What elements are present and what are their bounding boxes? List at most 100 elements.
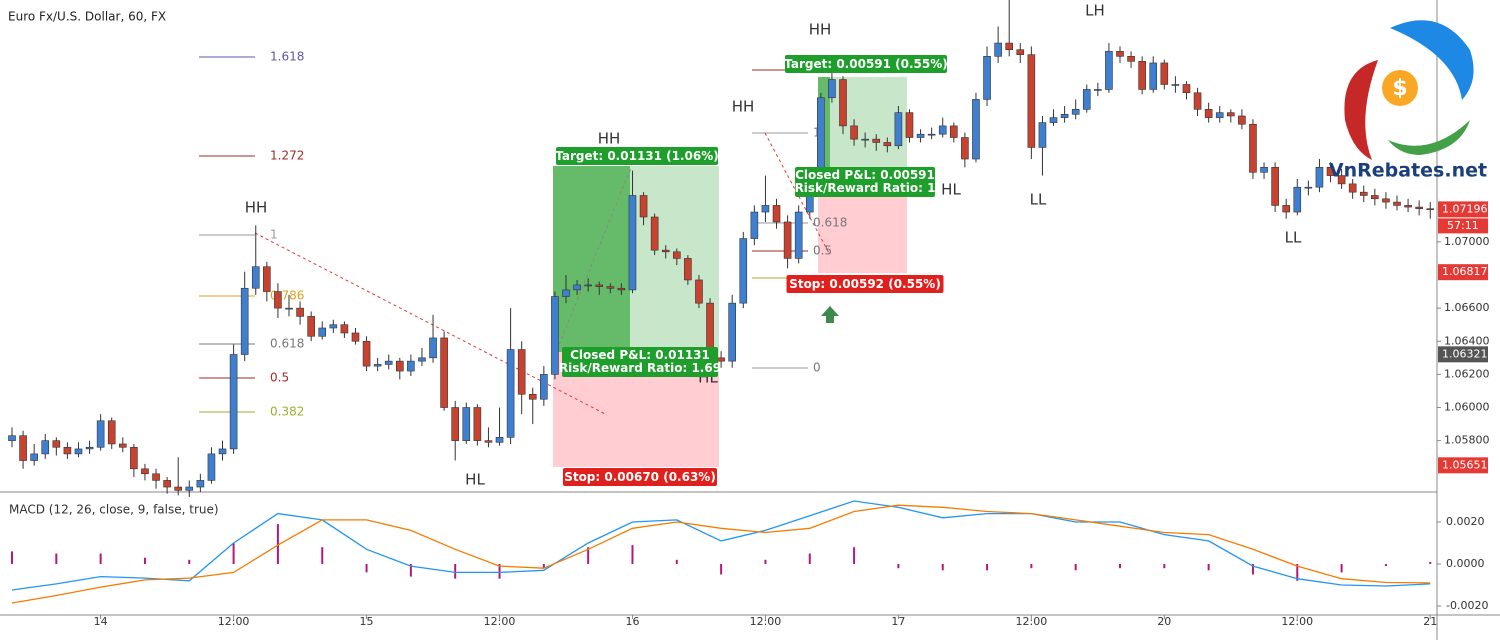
closed-pnl: Closed P&L: 0.01131 [570, 348, 710, 362]
candle-body [606, 286, 615, 289]
candle-body [661, 249, 670, 253]
candle-body [1105, 51, 1113, 90]
stop-label-box [563, 468, 717, 486]
countdown: 57:11 [1447, 219, 1479, 232]
candle-body [584, 284, 592, 287]
candle-body [8, 435, 16, 441]
candle-body [794, 211, 803, 259]
histogram-bar [454, 563, 457, 579]
histogram-bar [1119, 563, 1121, 569]
candle-body [130, 446, 138, 470]
candle-body [351, 332, 360, 342]
fib-label: 1 [270, 228, 278, 242]
watermark: VnRebates.net [1329, 160, 1487, 182]
candle-body [74, 448, 83, 455]
candle-body [894, 112, 903, 147]
candle-body [1049, 117, 1058, 123]
candle-body [1116, 51, 1124, 57]
histogram-bar [764, 559, 767, 564]
candle-body [362, 340, 371, 367]
candle-body [1271, 167, 1279, 206]
histogram-bar [631, 545, 634, 564]
trend-line [556, 167, 632, 351]
candle-body [1337, 175, 1346, 185]
candle-body [418, 357, 426, 362]
candle-body [1027, 54, 1036, 148]
annotation: LL [1030, 191, 1047, 209]
candle-body [1138, 60, 1146, 90]
annotation: HH [598, 130, 621, 148]
result-label-box [562, 347, 718, 377]
candle-body [1071, 109, 1080, 115]
candle-body [440, 337, 448, 408]
annotation: HL [465, 471, 485, 489]
fib-label: 0.5 [813, 244, 832, 258]
candle-body [1094, 89, 1102, 91]
profit-zone-realized [553, 166, 630, 352]
candle-body [1426, 208, 1435, 211]
macd-line [11, 504, 1431, 604]
candle-body [1293, 186, 1302, 213]
candle-body [473, 407, 482, 441]
annotation: HH [245, 199, 268, 217]
x-tick-label: 12:00 [1281, 615, 1313, 628]
histogram-bar [99, 553, 102, 564]
trend-line [254, 232, 608, 416]
candle-body [1393, 201, 1401, 206]
candle-body [1404, 205, 1412, 208]
candle-body [185, 486, 194, 491]
candle-body [240, 287, 249, 355]
candle-body [1260, 167, 1268, 173]
candle-body [684, 258, 692, 281]
histogram-bar [1429, 561, 1432, 564]
histogram-bar [1030, 563, 1033, 569]
logo-coin [1382, 70, 1418, 106]
candle-body [761, 205, 770, 213]
candle-body [562, 289, 570, 297]
stop-label: Stop: 0.00592 (0.55%) [789, 277, 941, 291]
candle-body [107, 420, 116, 445]
candle-body [861, 138, 869, 141]
histogram-bar [587, 547, 590, 564]
candle-body [1204, 109, 1213, 118]
candle-body [41, 440, 50, 455]
histogram-bar [1384, 563, 1387, 567]
candle-body [1171, 84, 1180, 86]
histogram-bar [1163, 563, 1166, 569]
candle-body [1215, 112, 1224, 118]
histogram-bar [143, 557, 146, 564]
target-label-box [785, 55, 947, 73]
candle-body [506, 349, 515, 438]
candle-body [983, 56, 991, 100]
histogram-bar [720, 563, 723, 575]
histogram-bar [853, 547, 856, 564]
candle-body [1227, 112, 1235, 117]
histogram-bar [365, 563, 368, 573]
annotation: HH [809, 21, 832, 39]
candle-body [728, 302, 737, 362]
candle-body [1127, 56, 1135, 62]
candle-body [1304, 186, 1313, 189]
risk-reward: Risk/Reward Ratio: 1.69 [559, 361, 721, 375]
candle-body [1005, 42, 1014, 50]
candle-body [340, 324, 349, 334]
candle-body [905, 112, 914, 138]
histogram-bar [675, 559, 678, 564]
candle-body [927, 133, 936, 136]
price-tag [1438, 346, 1488, 363]
target-label: Target: 0.01131 (1.06%) [555, 149, 719, 163]
candle-body [163, 480, 171, 488]
candle-body [141, 468, 149, 475]
y-tick-label: 0.0020 [1446, 515, 1485, 528]
candle-body [1082, 89, 1091, 110]
candle-body [407, 360, 415, 372]
candle-body [872, 138, 881, 143]
candle-body [495, 437, 504, 443]
candle-body [650, 216, 659, 251]
candle-body [218, 448, 227, 455]
candle-body [207, 453, 216, 481]
stop-label-box [786, 275, 944, 293]
candle-body [551, 296, 559, 375]
candle-body [573, 284, 581, 291]
